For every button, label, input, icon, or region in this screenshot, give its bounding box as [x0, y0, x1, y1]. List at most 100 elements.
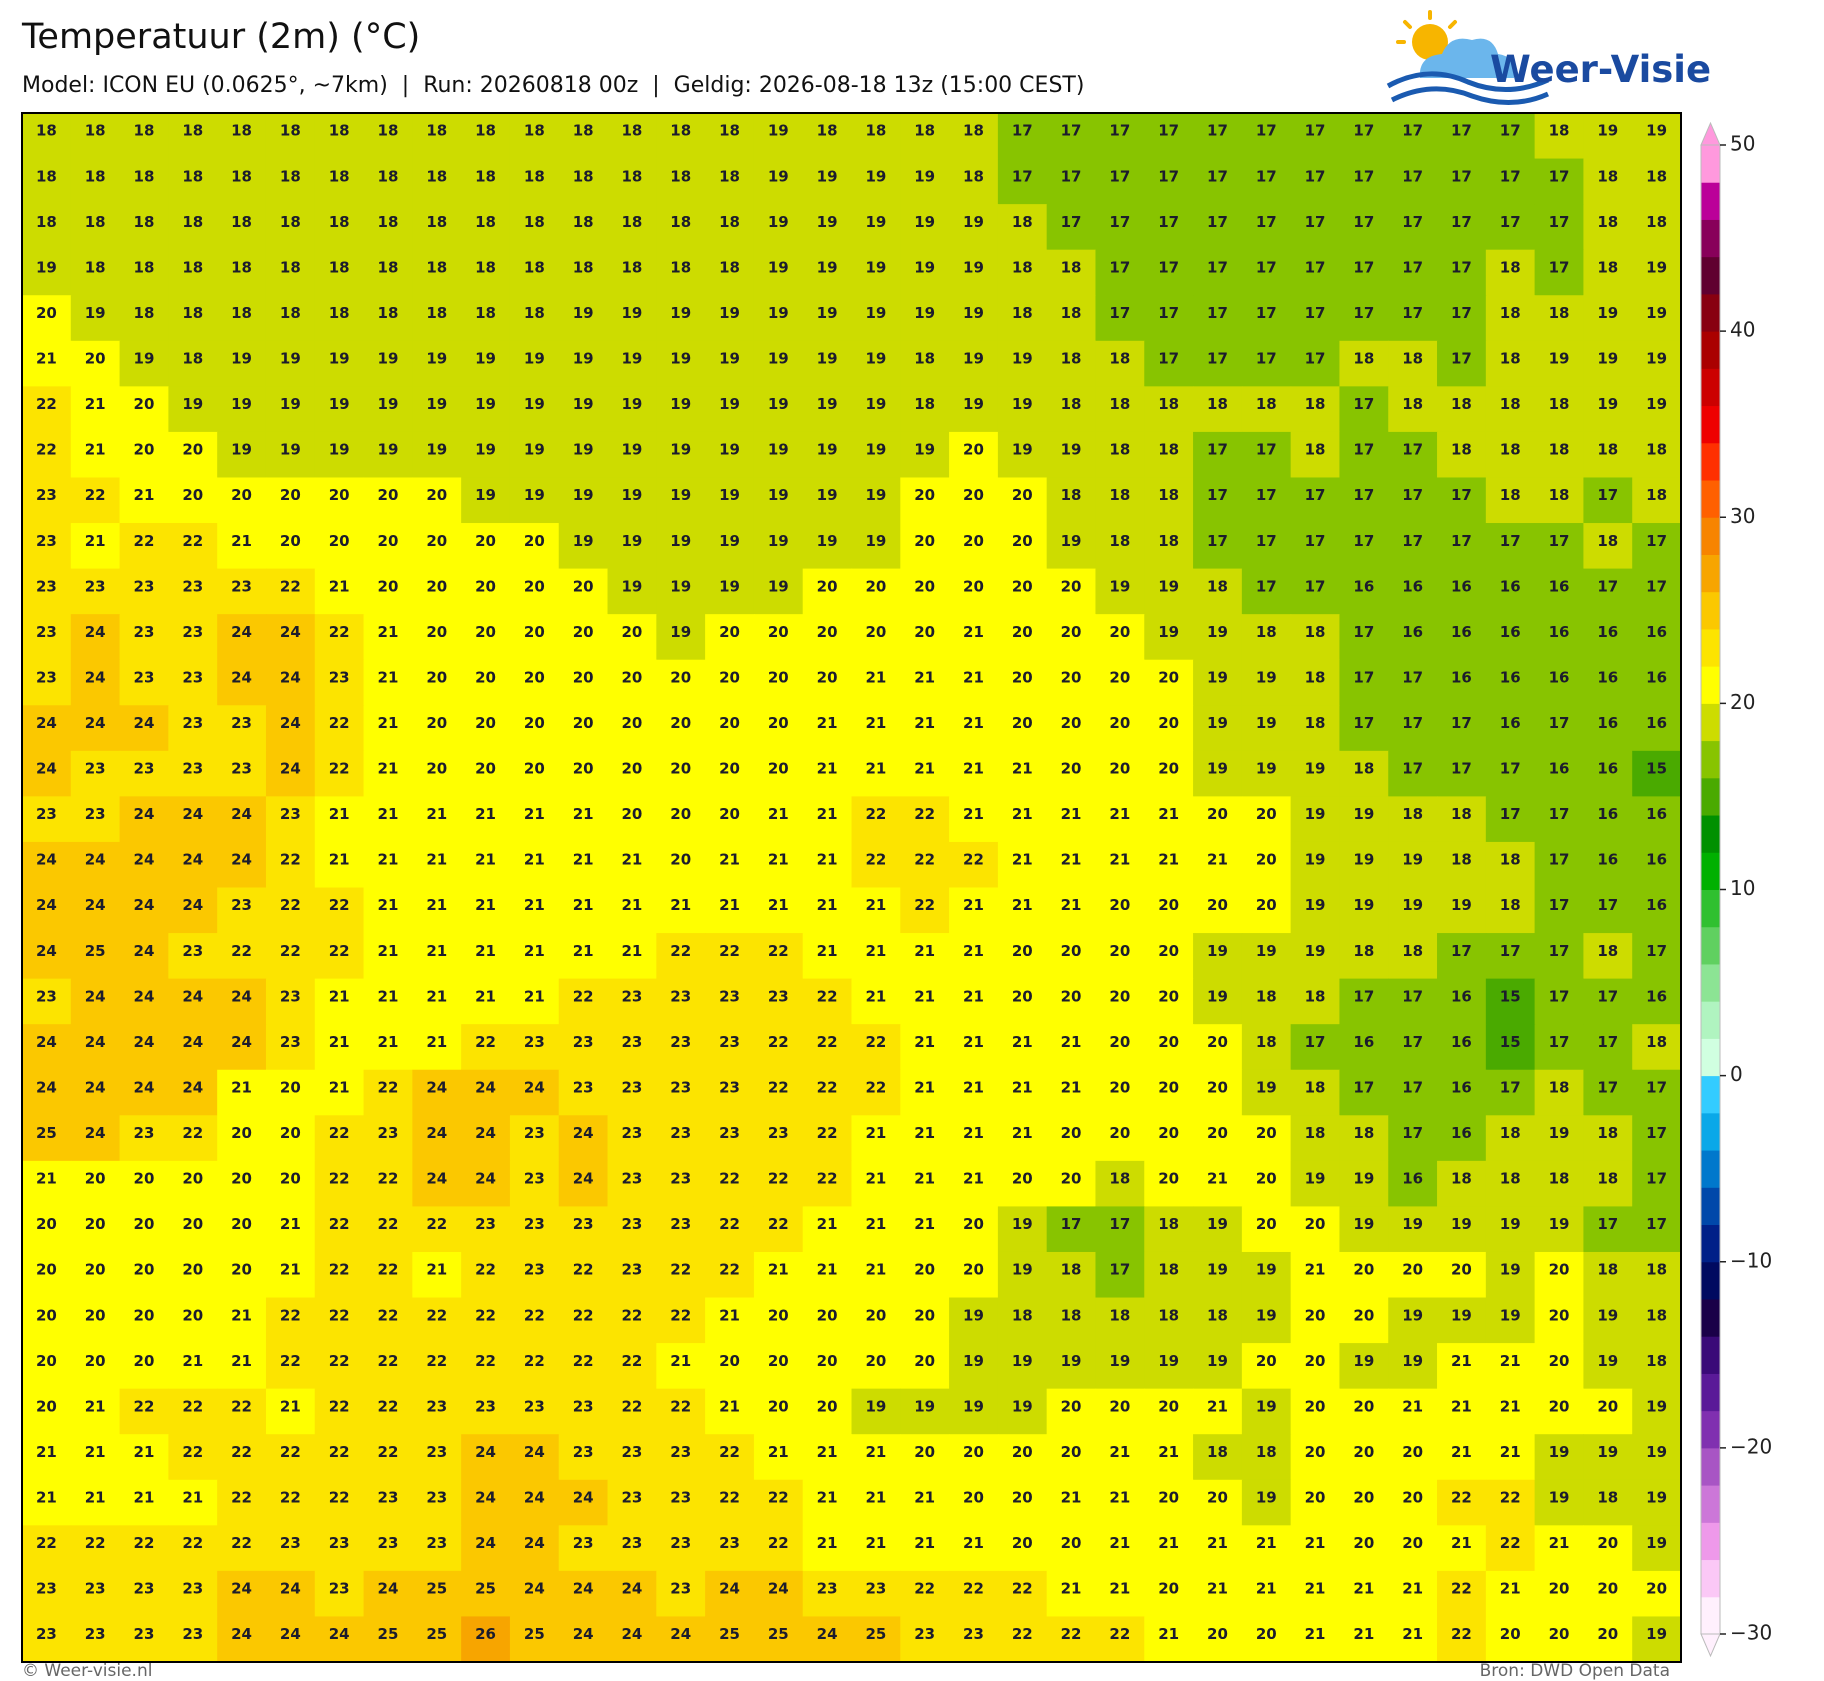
- temperature-label: 17: [1597, 486, 1618, 504]
- colorbar-band: [1701, 1410, 1720, 1449]
- temperature-label: 22: [573, 1352, 594, 1370]
- temperature-label: 20: [1061, 760, 1082, 778]
- temperature-label: 20: [426, 486, 447, 504]
- temperature-cell: [1534, 1024, 1585, 1071]
- temperature-cell: [1632, 386, 1682, 433]
- temperature-cell: [656, 1479, 706, 1526]
- temperature-cell: [851, 1297, 901, 1344]
- temperature-label: 18: [1158, 532, 1179, 550]
- temperature-cell: [1534, 249, 1585, 296]
- temperature-label: 22: [329, 760, 350, 778]
- temperature-label: 21: [1402, 1397, 1423, 1415]
- temperature-label: 21: [475, 987, 496, 1005]
- temperature-cell: [705, 1343, 755, 1390]
- temperature-label: 25: [768, 1625, 789, 1643]
- temperature-cell: [1388, 1570, 1438, 1618]
- footer-right: Bron: DWD Open Data: [1480, 1661, 1670, 1681]
- temperature-label: 22: [280, 1306, 301, 1324]
- temperature-label: 20: [85, 1261, 106, 1279]
- temperature-cell: [1339, 978, 1389, 1025]
- temperature-cell: [997, 750, 1048, 797]
- temperature-cell: [119, 1069, 169, 1116]
- temperature-label: 18: [329, 122, 350, 140]
- temperature-label: 17: [1500, 1078, 1521, 1096]
- temperature-label: 17: [1256, 258, 1277, 276]
- temperature-label: 24: [85, 1033, 106, 1051]
- temperature-cell: [900, 340, 950, 387]
- temperature-cell: [607, 1251, 657, 1299]
- temperature-cell: [1241, 1570, 1292, 1618]
- temperature-label: 18: [1500, 350, 1521, 368]
- temperature-cell: [509, 1115, 560, 1162]
- temperature-cell: [851, 113, 901, 160]
- temperature-label: 18: [231, 167, 252, 185]
- temperature-label: 17: [1402, 441, 1423, 459]
- temperature-cell: [1144, 431, 1194, 479]
- temperature-label: 17: [1402, 122, 1423, 140]
- temperature-cell: [265, 841, 316, 889]
- temperature-label: 17: [1646, 942, 1667, 960]
- temperature-label: 18: [231, 122, 252, 140]
- temperature-label: 22: [182, 532, 203, 550]
- temperature-cell: [656, 249, 706, 296]
- temperature-cell: [70, 1115, 121, 1162]
- temperature-label: 17: [1109, 167, 1130, 185]
- temperature-cell: [1485, 887, 1536, 934]
- temperature-label: 18: [621, 167, 642, 185]
- temperature-label: 20: [1256, 805, 1277, 823]
- temperature-cell: [1583, 386, 1633, 433]
- temperature-cell: [1339, 1616, 1389, 1663]
- temperature-label: 18: [329, 258, 350, 276]
- temperature-cell: [509, 158, 560, 205]
- temperature-label: 20: [1061, 668, 1082, 686]
- temperature-label: 21: [768, 1261, 789, 1279]
- temperature-label: 24: [134, 805, 155, 823]
- temperature-cell: [70, 659, 121, 706]
- temperature-label: 19: [524, 486, 545, 504]
- temperature-cell: [314, 1616, 365, 1663]
- temperature-label: 21: [1451, 1443, 1472, 1461]
- temperature-cell: [1339, 796, 1389, 843]
- temperature-cell: [461, 933, 511, 980]
- temperature-cell: [802, 1024, 853, 1071]
- temperature-label: 23: [573, 1397, 594, 1415]
- temperature-label: 23: [865, 1580, 886, 1598]
- temperature-cell: [1388, 1297, 1438, 1344]
- temperature-cell: [851, 1206, 901, 1253]
- temperature-label: 21: [36, 1443, 57, 1461]
- temperature-cell: [314, 1525, 365, 1572]
- temperature-label: 21: [36, 1488, 57, 1506]
- temperature-label: 18: [134, 304, 155, 322]
- temperature-label: 20: [134, 1215, 155, 1233]
- temperature-label: 17: [1207, 532, 1228, 550]
- temperature-cell: [753, 386, 804, 433]
- temperature-label: 21: [1305, 1261, 1326, 1279]
- temperature-cell: [705, 978, 755, 1025]
- temperature-cell: [1046, 1251, 1097, 1299]
- temperature-cell: [509, 386, 560, 433]
- temperature-label: 24: [36, 942, 57, 960]
- temperature-cell: [412, 158, 462, 205]
- temperature-cell: [1339, 158, 1389, 205]
- temperature-cell: [1583, 431, 1633, 479]
- temperature-cell: [1437, 158, 1487, 205]
- temperature-cell: [656, 796, 706, 843]
- temperature-label: 24: [524, 1488, 545, 1506]
- temperature-label: 21: [426, 1261, 447, 1279]
- temperature-cell: [949, 113, 999, 160]
- temperature-label: 19: [1451, 1306, 1472, 1324]
- temperature-cell: [70, 1388, 121, 1435]
- temperature-label: 20: [134, 1170, 155, 1188]
- temperature-cell: [314, 750, 365, 797]
- temperature-cell: [1583, 1570, 1633, 1618]
- temperature-cell: [461, 477, 511, 524]
- temperature-cell: [1193, 523, 1243, 570]
- temperature-label: 23: [524, 1033, 545, 1051]
- temperature-cell: [1485, 113, 1536, 160]
- temperature-label: 22: [329, 1488, 350, 1506]
- temperature-cell: [1632, 249, 1682, 296]
- temperature-label: 20: [36, 304, 57, 322]
- temperature-cell: [1339, 1570, 1389, 1618]
- temperature-cell: [900, 1297, 950, 1344]
- temperature-cell: [1388, 614, 1438, 661]
